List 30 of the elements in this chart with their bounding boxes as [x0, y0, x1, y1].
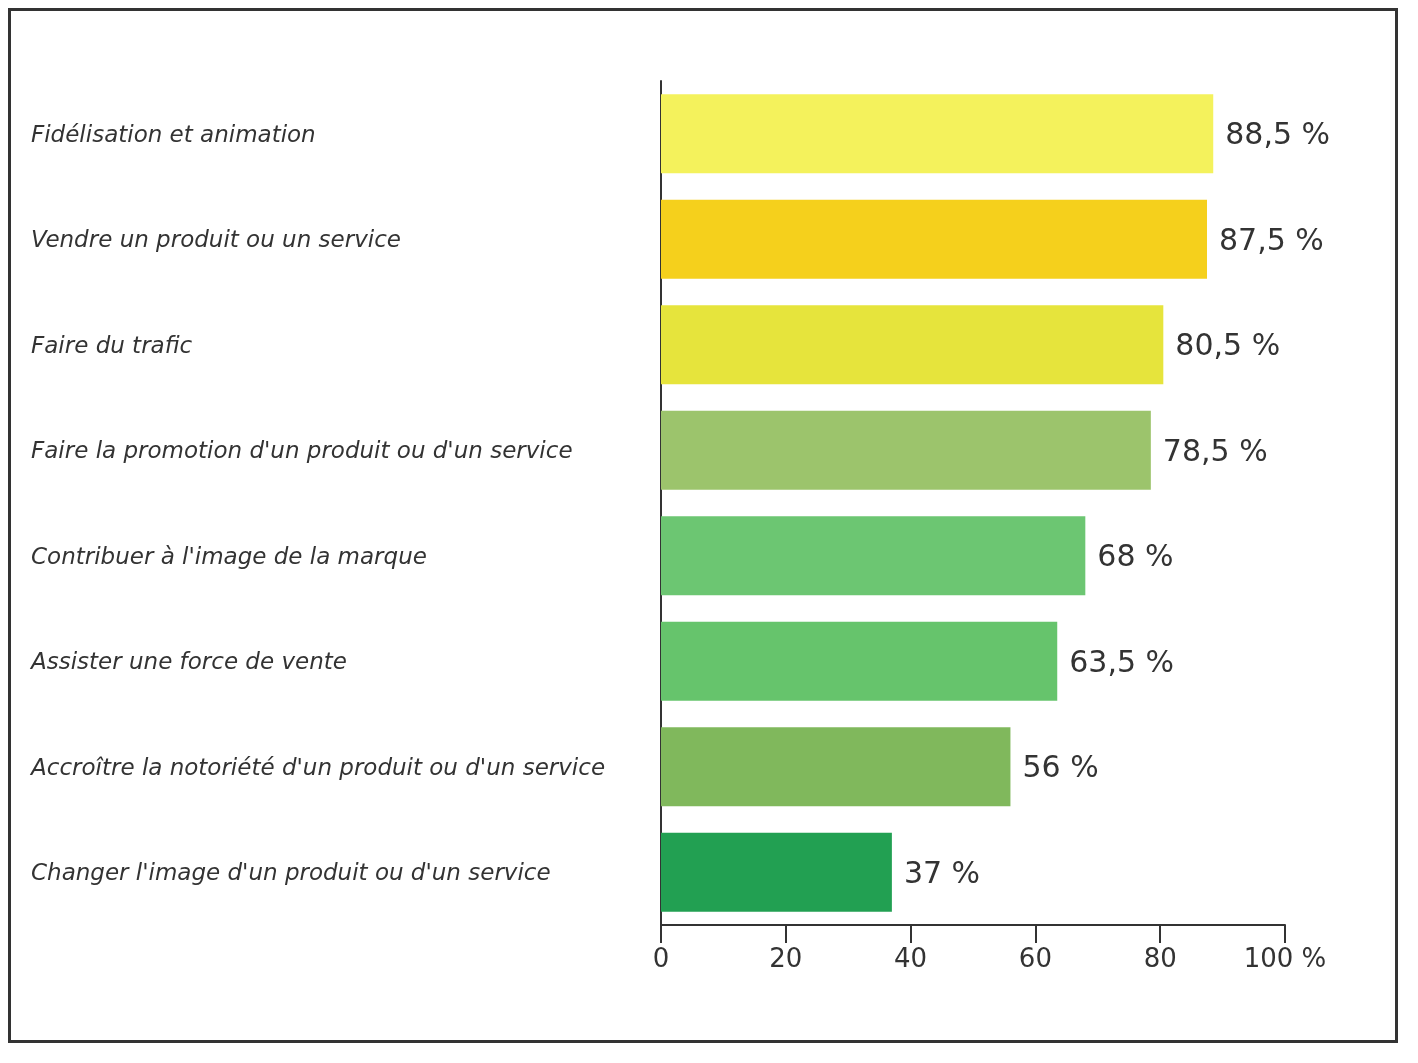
y-tick-label: Fidélisation et animation — [31, 120, 316, 147]
data-label: 80,5 % — [1175, 327, 1281, 363]
x-tick-label: 80 — [1143, 943, 1177, 973]
data-label: 63,5 % — [1069, 643, 1175, 679]
data-label: 68 % — [1097, 538, 1174, 574]
y-tick-label: Accroître la notoriété d'un produit ou d'un service — [29, 753, 606, 780]
bar — [661, 832, 892, 912]
bar — [661, 199, 1207, 279]
y-tick-label: Contribuer à l'image de la marque — [31, 542, 427, 569]
data-label: 37 % — [903, 854, 981, 890]
bar — [661, 305, 1164, 385]
bar — [661, 727, 1011, 807]
data-label: 56 % — [1022, 749, 1099, 785]
y-tick-label: Changer l'image d'un produit ou d'un service — [31, 859, 551, 886]
data-label: 78,5 % — [1162, 432, 1268, 468]
bar — [661, 516, 1086, 596]
data-label: 88,5 % — [1225, 116, 1331, 152]
y-tick-label: Vendre un produit ou un service — [31, 226, 401, 253]
x-tick-label: 100 % — [1243, 943, 1327, 973]
bar — [661, 621, 1058, 701]
bar — [661, 94, 1214, 174]
x-tick-label: 40 — [894, 943, 928, 973]
bar — [661, 410, 1151, 490]
y-tick-label: Faire du trafic — [31, 331, 193, 358]
data-label: 87,5 % — [1219, 221, 1324, 257]
x-tick-label: 0 — [652, 943, 670, 973]
y-tick-label: Assister une force de vente — [29, 648, 347, 675]
x-tick-label: 20 — [769, 943, 803, 973]
y-tick-label: Faire la promotion d'un produit ou d'un service — [31, 437, 573, 464]
x-tick-label: 60 — [1018, 943, 1052, 973]
